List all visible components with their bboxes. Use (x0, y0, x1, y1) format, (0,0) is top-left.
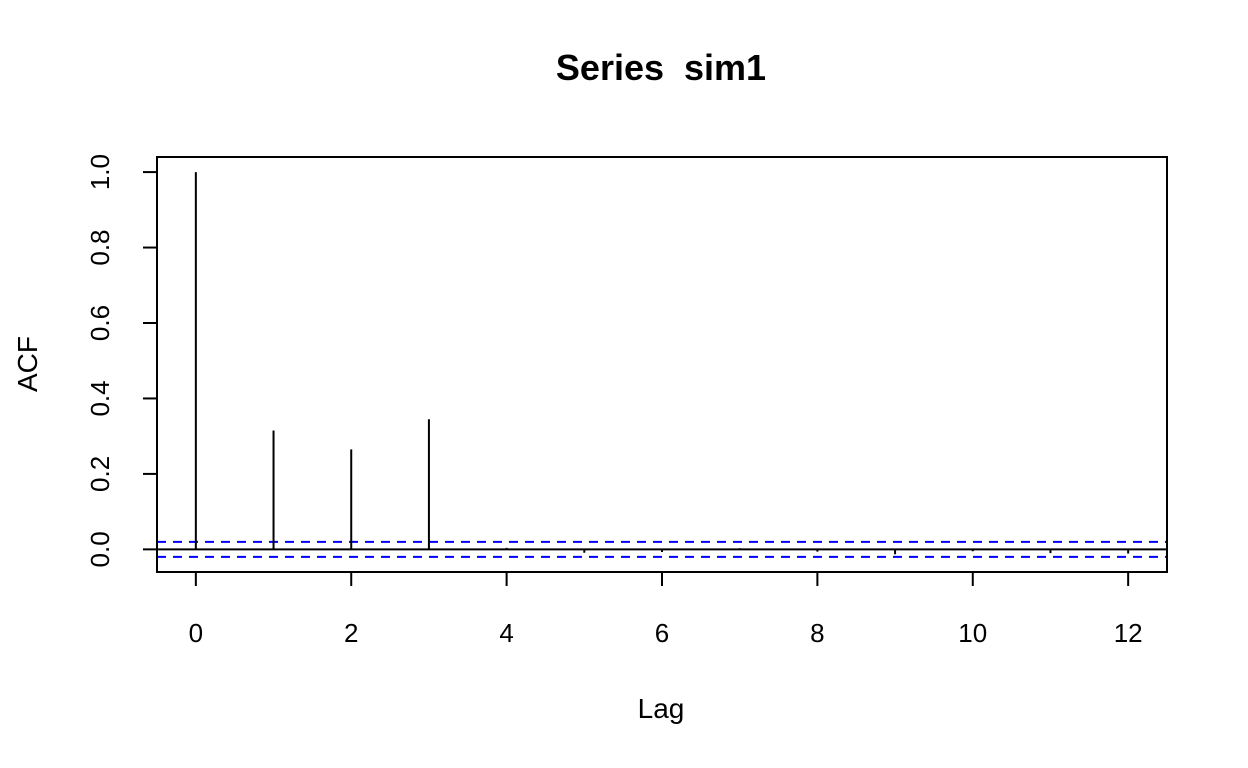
y-tick-label: 0.4 (85, 380, 115, 416)
x-tick-label: 8 (810, 618, 824, 648)
plot-frame (156, 156, 1168, 573)
x-tick-label: 6 (655, 618, 669, 648)
plot-marks (157, 172, 1167, 558)
x-axis: 0 2 4 6 8 10 12 (189, 571, 1143, 648)
x-axis-label: Lag (638, 693, 685, 724)
y-tick-label: 0.0 (85, 531, 115, 567)
x-tick-label: 0 (189, 618, 203, 648)
y-axis: 0.0 0.2 0.4 0.6 0.8 1.0 (85, 154, 158, 567)
x-tick-label: 12 (1114, 618, 1143, 648)
y-axis-label: ACF (12, 336, 43, 392)
x-tick-label: 2 (344, 618, 358, 648)
y-tick-label: 0.8 (85, 229, 115, 265)
y-tick-label: 1.0 (85, 154, 115, 190)
y-tick-label: 0.2 (85, 456, 115, 492)
y-tick-label: 0.6 (85, 305, 115, 341)
chart-title: Series sim1 (556, 47, 766, 88)
x-tick-label: 10 (958, 618, 987, 648)
x-tick-label: 4 (499, 618, 513, 648)
